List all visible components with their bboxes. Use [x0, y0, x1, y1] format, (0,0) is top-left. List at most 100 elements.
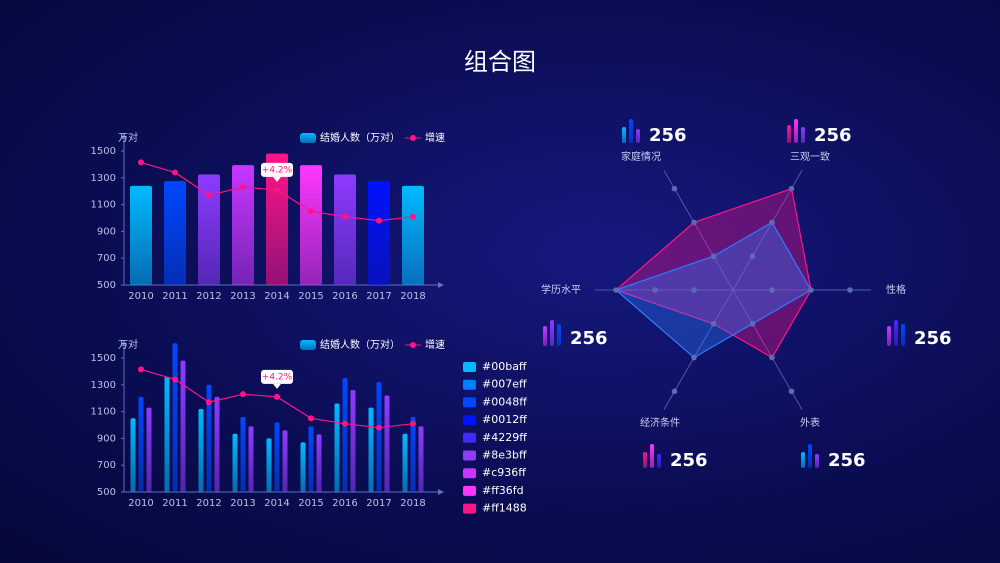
radar-tick [691, 287, 697, 293]
radar-tick [788, 185, 795, 192]
radar-label: 学历水平 [541, 283, 581, 296]
bar [198, 174, 220, 285]
bar [130, 185, 152, 285]
bar [368, 181, 390, 285]
radar-tick [847, 287, 853, 293]
bar [206, 384, 212, 492]
x-tick-label: 2014 [264, 498, 289, 509]
axis-arrow [121, 133, 127, 139]
bar [232, 433, 238, 492]
y-axis-label: 万对 [118, 338, 138, 351]
score-icon-bar [643, 452, 647, 468]
x-tick-label: 2015 [298, 291, 323, 302]
score-icon-bar [543, 326, 547, 346]
palette-swatch [463, 362, 476, 372]
y-tick-label: 700 [97, 460, 116, 471]
palette-label: #4229ff [482, 431, 527, 444]
bar [282, 430, 288, 492]
x-tick-label: 2013 [230, 498, 255, 509]
legend-label: 增速 [425, 338, 445, 351]
page-title: 组合图 [464, 48, 536, 76]
score-icon-bar [808, 444, 812, 468]
y-tick-label: 900 [97, 226, 116, 237]
bar [308, 426, 314, 492]
bar [334, 403, 340, 492]
palette-swatch [463, 468, 476, 479]
y-tick-label: 1500 [91, 146, 116, 157]
radar-tick [788, 388, 795, 395]
line-point [376, 217, 382, 224]
score-icon-bar [787, 125, 791, 143]
bar [402, 185, 424, 285]
x-tick-label: 2016 [332, 498, 357, 509]
legend-swatch [300, 133, 316, 143]
score: 256 [570, 328, 608, 349]
annotation-pointer [273, 383, 281, 389]
bar [300, 442, 306, 492]
score-icon-bar [801, 452, 805, 468]
bar [164, 181, 186, 285]
bar [180, 360, 186, 492]
line-point [206, 399, 212, 406]
y-tick-label: 1300 [91, 380, 116, 391]
x-tick-label: 2016 [332, 291, 357, 302]
line-point [410, 213, 416, 220]
x-tick-label: 2011 [162, 498, 187, 509]
bar [172, 343, 178, 492]
palette-swatch [463, 485, 476, 496]
axis-arrow [438, 489, 444, 495]
bar [130, 418, 136, 492]
palette-swatch [463, 415, 476, 426]
score-icon-bar [815, 454, 819, 468]
annotation-box [261, 162, 293, 177]
radar-tick [769, 287, 775, 293]
legend-label: 结婚人数（万对） [320, 131, 400, 144]
line-point [240, 391, 246, 398]
x-tick-label: 2010 [128, 291, 153, 302]
radar-label: 外表 [800, 416, 820, 429]
y-tick-label: 1500 [91, 353, 116, 364]
radar-label: 三观一致 [790, 150, 830, 163]
score-icon-bar [657, 454, 661, 468]
radar-label: 性格 [886, 283, 906, 296]
y-axis-label: 万对 [118, 131, 138, 144]
radar-tick [710, 253, 717, 260]
palette-label: #007eff [482, 378, 527, 391]
y-tick-label: 900 [97, 433, 116, 444]
line-point [308, 208, 314, 215]
line-point [138, 159, 144, 166]
bar [138, 396, 144, 492]
x-tick-label: 2014 [264, 291, 289, 302]
line-point [342, 420, 348, 427]
bar [274, 422, 280, 492]
palette-swatch [463, 450, 476, 461]
legend-swatch [300, 340, 316, 350]
radar-tick [769, 354, 775, 361]
palette-label: #0012ff [482, 413, 527, 426]
radar-tick [652, 287, 658, 293]
radar-tick [749, 320, 756, 327]
annotation: +4.2% [262, 165, 293, 175]
x-tick-label: 2015 [298, 498, 323, 509]
x-tick-label: 2011 [162, 291, 187, 302]
x-tick-label: 2010 [128, 498, 153, 509]
bar [410, 416, 416, 492]
x-tick-label: 2017 [366, 291, 391, 302]
line-point [308, 415, 314, 422]
palette-swatch [463, 503, 476, 514]
bar [342, 378, 348, 492]
annotation: +4.2% [262, 372, 293, 382]
legend-label: 增速 [425, 131, 445, 144]
annotation-box [261, 369, 293, 384]
line-point [240, 184, 246, 191]
bar [214, 396, 220, 492]
legend-dot [410, 342, 416, 348]
x-tick-label: 2013 [230, 291, 255, 302]
axis-arrow [438, 282, 444, 288]
y-tick-label: 1100 [91, 407, 116, 418]
bar [240, 416, 246, 492]
radar-tick [749, 253, 756, 260]
bar [376, 382, 382, 492]
line-point [172, 169, 178, 176]
